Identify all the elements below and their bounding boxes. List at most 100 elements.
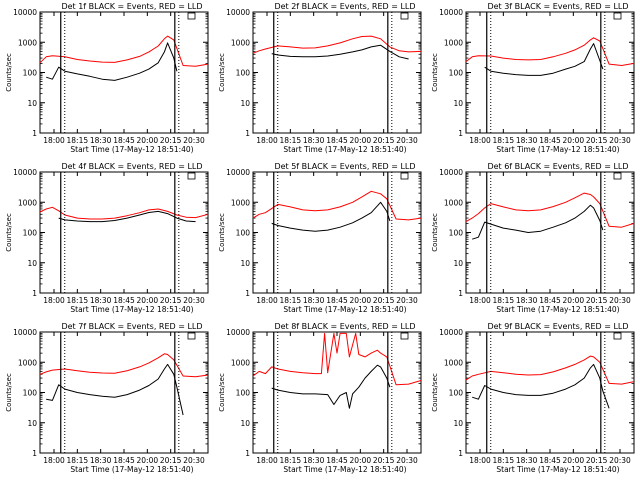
x-tick-label: 18:30 xyxy=(303,456,325,465)
y-tick-label: 1000 xyxy=(18,198,37,207)
x-tick-label: 20:00 xyxy=(137,136,159,145)
x-tick-label: 20:15 xyxy=(586,456,608,465)
x-tick-label: 18:45 xyxy=(326,136,348,145)
y-tick-label: 10 xyxy=(27,259,37,268)
y-tick-label: 10000 xyxy=(13,8,37,17)
x-tick-label: 18:00 xyxy=(469,296,491,305)
x-tick-label: 18:30 xyxy=(516,136,538,145)
x-tick-label: 20:00 xyxy=(563,136,585,145)
y-tick-label: 1 xyxy=(32,129,37,138)
x-tick-label: 20:30 xyxy=(183,456,205,465)
chart-panel: 1 10 100 1000 10000 18:00 18:15 18:30 18:45 20:00… xyxy=(5,2,209,154)
x-tick-label: 18:00 xyxy=(43,136,65,145)
x-tick-label: 18:15 xyxy=(67,296,89,305)
x-axis-label: Start Time (17-May-12 18:51:40) xyxy=(496,465,619,474)
x-tick-label: 18:15 xyxy=(280,456,302,465)
x-axis-label: Start Time (17-May-12 18:51:40) xyxy=(70,145,193,154)
x-axis-label: Start Time (17-May-12 18:51:40) xyxy=(283,145,406,154)
x-tick-label: 20:15 xyxy=(160,456,182,465)
x-axis-label: Start Time (17-May-12 18:51:40) xyxy=(70,305,193,314)
y-axis-label: Counts/sec xyxy=(431,53,439,92)
x-axis-label: Start Time (17-May-12 18:51:40) xyxy=(283,465,406,474)
chart-panel: 1 10 100 1000 10000 18:00 18:15 18:30 18:45 20:00… xyxy=(218,162,422,314)
chart-title: Det 8f BLACK = Events, RED = LLD xyxy=(274,322,415,331)
x-tick-label: 18:15 xyxy=(493,456,515,465)
x-tick-label: 20:00 xyxy=(563,456,585,465)
y-tick-label: 1000 xyxy=(444,198,463,207)
y-tick-label: 10000 xyxy=(226,328,250,337)
x-tick-label: 20:15 xyxy=(160,296,182,305)
x-tick-label: 18:45 xyxy=(326,456,348,465)
y-tick-label: 100 xyxy=(236,229,251,238)
x-tick-label: 18:45 xyxy=(113,296,135,305)
x-tick-label: 18:00 xyxy=(469,136,491,145)
x-tick-label: 20:30 xyxy=(183,136,205,145)
y-tick-label: 1000 xyxy=(18,38,37,47)
y-tick-label: 100 xyxy=(449,389,464,398)
legend-box xyxy=(187,332,196,340)
y-tick-label: 10 xyxy=(240,99,250,108)
chart-panel: 1 10 100 1000 10000 18:00 18:15 18:30 18:45 20:00… xyxy=(431,162,635,314)
y-tick-label: 1 xyxy=(458,129,463,138)
y-tick-label: 1000 xyxy=(231,38,250,47)
x-tick-label: 18:30 xyxy=(90,296,112,305)
x-tick-label: 20:30 xyxy=(396,456,418,465)
x-tick-label: 20:00 xyxy=(563,296,585,305)
x-tick-label: 20:15 xyxy=(373,296,395,305)
y-tick-label: 1000 xyxy=(444,38,463,47)
y-tick-label: 10000 xyxy=(439,168,463,177)
y-tick-label: 10000 xyxy=(226,168,250,177)
y-tick-label: 10 xyxy=(453,99,463,108)
x-tick-label: 20:00 xyxy=(137,296,159,305)
x-tick-label: 20:30 xyxy=(609,136,631,145)
x-axis-label: Start Time (17-May-12 18:51:40) xyxy=(70,465,193,474)
y-axis-label: Counts/sec xyxy=(218,53,226,92)
y-axis-label: Counts/sec xyxy=(218,213,226,252)
y-tick-label: 100 xyxy=(449,229,464,238)
x-tick-label: 20:30 xyxy=(183,296,205,305)
x-tick-label: 18:00 xyxy=(256,296,278,305)
x-tick-label: 18:45 xyxy=(113,456,135,465)
y-tick-label: 1000 xyxy=(231,198,250,207)
legend-box xyxy=(613,12,622,20)
y-tick-label: 10000 xyxy=(439,8,463,17)
x-tick-label: 20:30 xyxy=(609,296,631,305)
y-tick-label: 10 xyxy=(240,419,250,428)
x-tick-label: 20:00 xyxy=(137,456,159,465)
chart-panel: 1 10 100 1000 10000 18:00 18:15 18:30 18:45 20:00… xyxy=(218,322,422,474)
series-events-line xyxy=(46,363,184,416)
x-tick-label: 18:30 xyxy=(516,456,538,465)
series-lld-line xyxy=(465,192,635,228)
y-tick-label: 1 xyxy=(245,129,250,138)
legend-box xyxy=(400,12,409,20)
y-tick-label: 100 xyxy=(236,69,251,78)
y-axis-label: Counts/sec xyxy=(5,213,13,252)
y-tick-label: 10000 xyxy=(439,328,463,337)
series-events-line xyxy=(271,364,391,409)
y-tick-label: 1000 xyxy=(444,358,463,367)
chart-title: Det 9f BLACK = Events, RED = LLD xyxy=(487,322,628,331)
y-axis-label: Counts/sec xyxy=(431,373,439,412)
chart-panel: 1 10 100 1000 10000 18:00 18:15 18:30 18:45 20:00… xyxy=(218,2,422,154)
x-tick-label: 18:45 xyxy=(326,296,348,305)
chart-title: Det 2f BLACK = Events, RED = LLD xyxy=(274,2,415,11)
y-tick-label: 1 xyxy=(32,449,37,458)
x-axis-label: Start Time (17-May-12 18:51:40) xyxy=(496,305,619,314)
x-tick-label: 18:45 xyxy=(113,136,135,145)
legend-box xyxy=(400,332,409,340)
y-axis-label: Counts/sec xyxy=(5,373,13,412)
series-events-line xyxy=(472,204,604,240)
y-tick-label: 1 xyxy=(32,289,37,298)
y-tick-label: 1 xyxy=(245,449,250,458)
chart-panel: 1 10 100 1000 10000 18:00 18:15 18:30 18:45 20:00… xyxy=(5,162,209,314)
y-tick-label: 10000 xyxy=(13,328,37,337)
x-tick-label: 18:15 xyxy=(493,296,515,305)
x-tick-label: 18:45 xyxy=(539,296,561,305)
x-tick-label: 20:15 xyxy=(373,456,395,465)
y-tick-label: 1000 xyxy=(18,358,37,367)
x-tick-label: 20:00 xyxy=(350,456,372,465)
x-tick-label: 18:15 xyxy=(280,296,302,305)
y-tick-label: 10 xyxy=(27,99,37,108)
x-tick-label: 18:15 xyxy=(280,136,302,145)
